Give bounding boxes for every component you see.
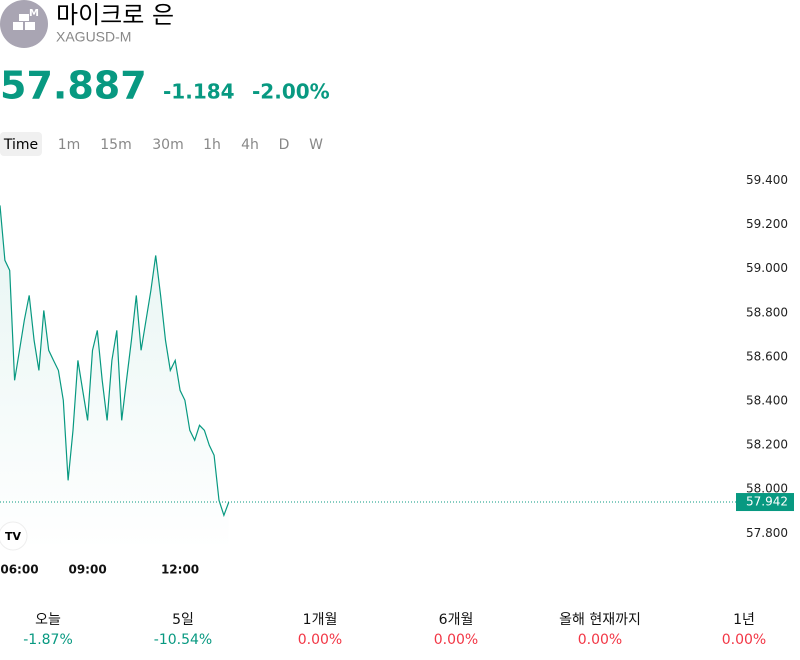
stat-value: 0.00% [434,632,478,648]
stat-label: 6개월 [439,612,474,628]
y-tick-label: 58.200 [746,438,788,452]
symbol: XAGUSD-M [56,29,131,45]
svg-text:TV: TV [5,530,22,543]
change-percent: -2.00% [252,80,330,104]
icon [0,0,48,48]
change: -1.184 [163,80,235,104]
last-price-label: 57.942 [746,495,788,509]
y-tick-label: 58.000 [746,482,788,496]
y-tick-label: 59.200 [746,217,788,231]
stat-value: -1.87% [23,632,73,648]
tab-active-bg [0,132,42,156]
timeframe-tab[interactable]: 30m [152,137,183,153]
last-price-box [736,493,794,512]
x-tick-label: 12:00 [161,563,199,577]
timeframe-tab[interactable]: Time [3,137,38,153]
price-line [0,205,230,518]
tv-logo: TV [0,521,28,551]
stat-label: 오늘 [35,612,61,628]
y-tick-label: 58.800 [746,305,788,319]
price: 57.887 [0,64,147,108]
timeframe-tab[interactable]: 1m [58,137,81,153]
chart: 57.800 58.000 58.200 58.400 58.600 58.800 59.0… [0,173,794,577]
stat-label: 올해 현재까지 [559,612,641,628]
y-tick-label: 57.800 [746,526,788,540]
icon-bar [13,22,23,30]
stat-value: 0.00% [578,632,622,648]
y-tick-label: 59.400 [746,173,788,187]
icon-badge: M [29,8,39,19]
stat-value: -10.54% [154,632,212,648]
timeframe-tab[interactable]: 4h [241,137,259,153]
stat-value: 0.00% [298,632,342,648]
timeframe-tabs: Time 1m 15m 30m 1h 4h D W [3,137,323,153]
stat-label: 1개월 [303,612,338,628]
stat-label: 5일 [172,612,194,628]
timeframe-tab[interactable]: 15m [100,137,131,153]
x-tick-label: 06:00 [0,563,38,577]
icon-bar [25,22,35,30]
title: 마이크로 은 [56,1,174,29]
stats-row: 오늘 -1.87% 5일 -10.54% 1개월 0.00% 6개월 0.00% 올해 현재까지… [23,612,766,648]
timeframe-tab[interactable]: D [279,137,290,153]
y-tick-label: 58.400 [746,394,788,408]
timeframe-tab[interactable]: W [309,137,323,153]
stat-value: 0.00% [722,632,766,648]
y-tick-label: 58.600 [746,349,788,363]
y-tick-label: 59.000 [746,261,788,275]
icon-bar [19,14,29,21]
area [0,205,229,551]
timeframe-tab[interactable]: 1h [203,137,221,153]
stat-label: 1년 [733,612,755,628]
x-tick-label: 09:00 [68,563,106,577]
